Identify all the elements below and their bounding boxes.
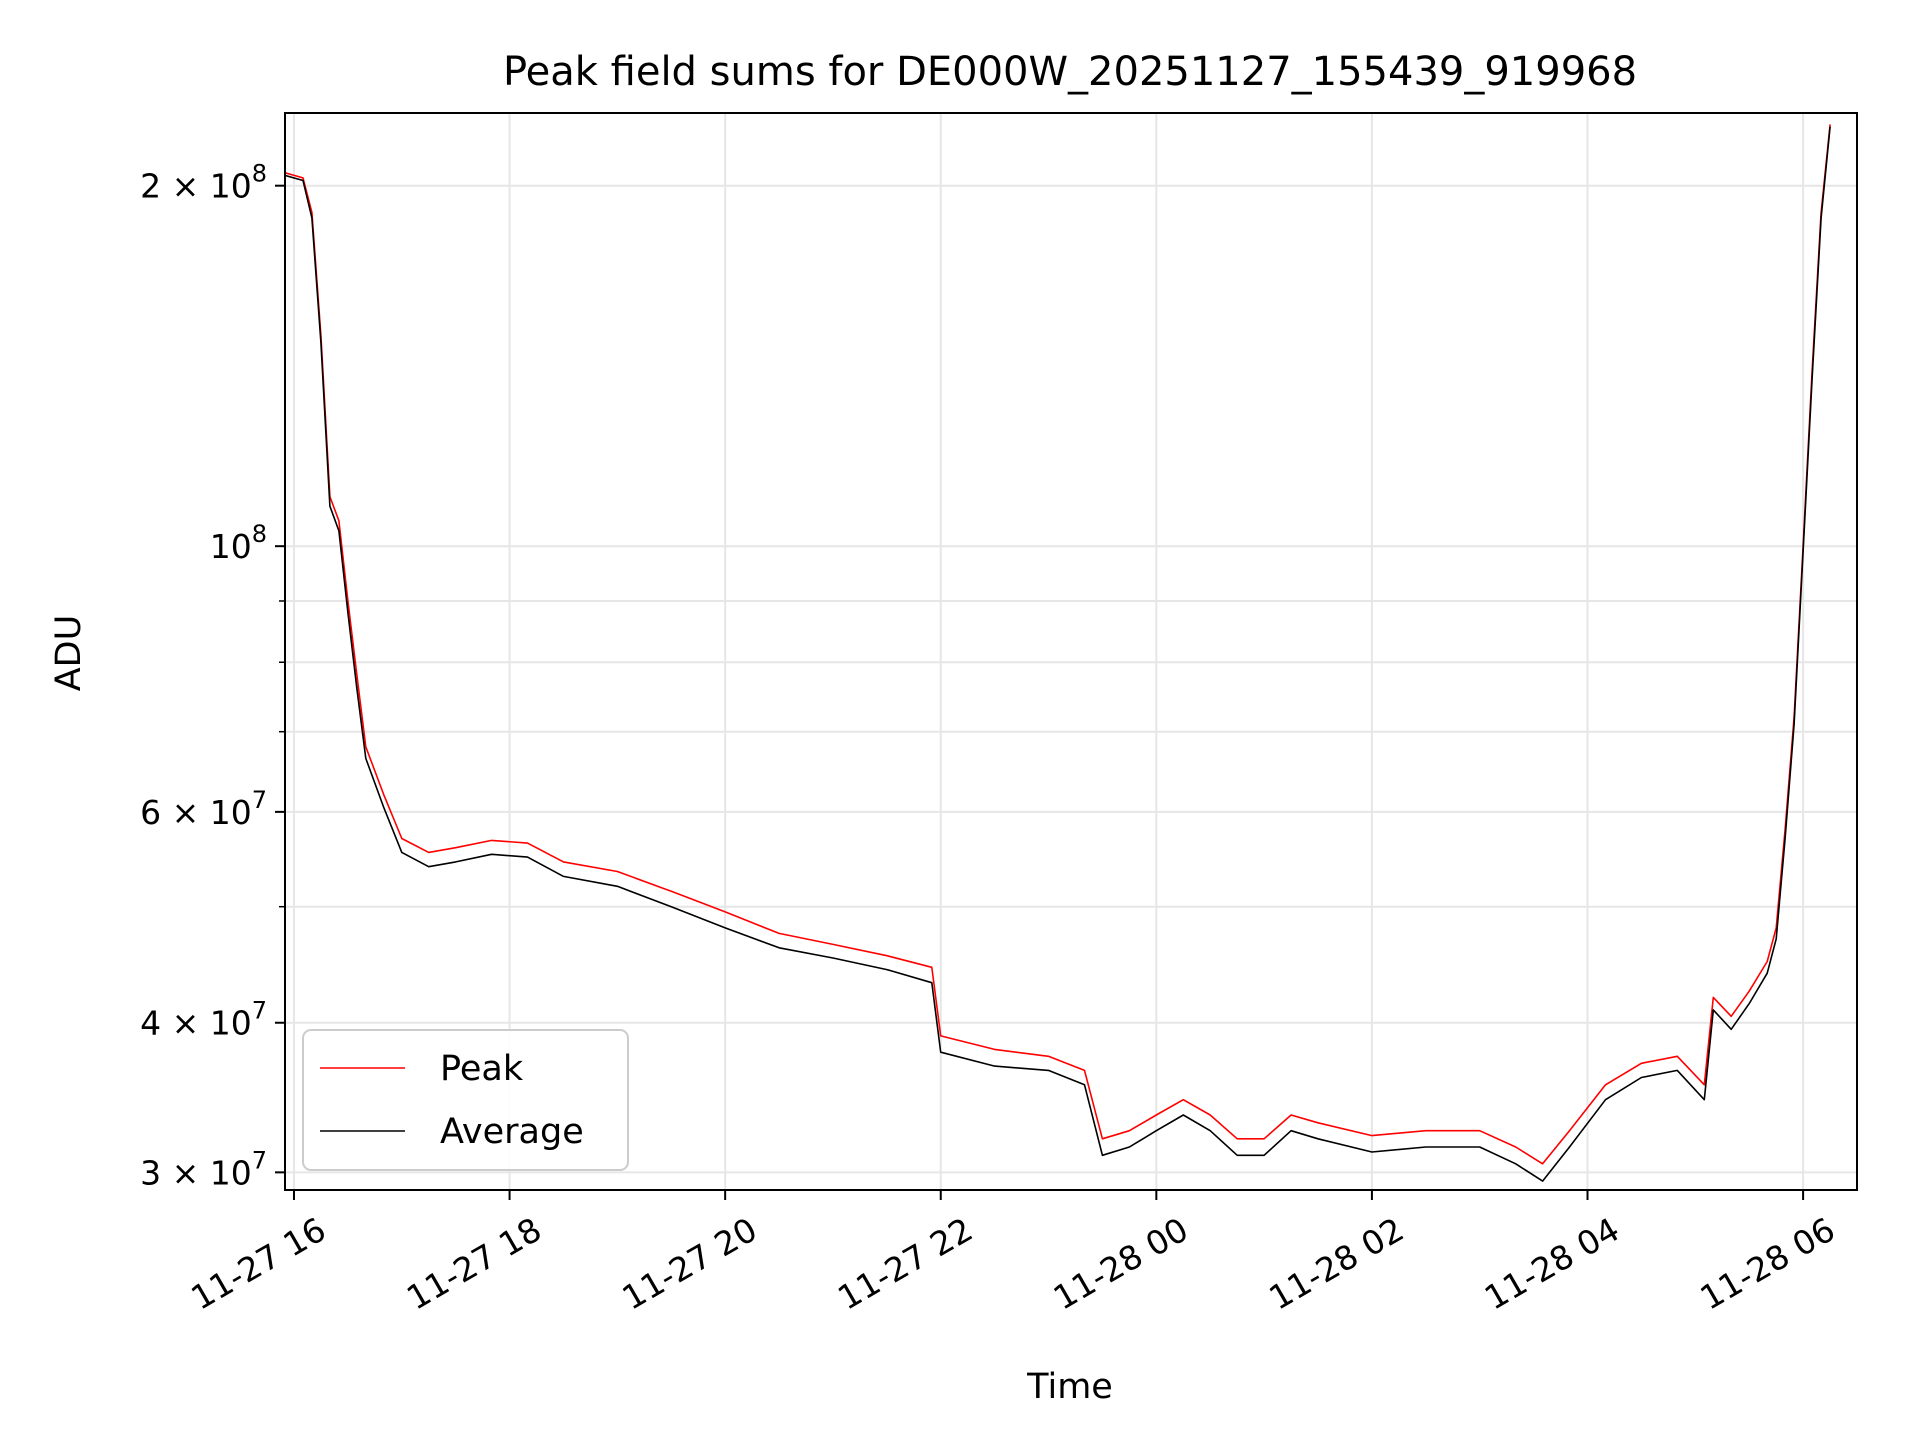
y-tick-label: 3 × 107 bbox=[140, 1146, 267, 1192]
x-axis-label: Time bbox=[1026, 1367, 1113, 1407]
legend-label-average: Average bbox=[440, 1112, 584, 1152]
y-axis-label: ADU bbox=[49, 615, 89, 692]
y-tick-label: 108 bbox=[210, 520, 267, 566]
y-axis: 3 × 107 4 × 107 6 × 107 108 2 × 108 bbox=[140, 160, 285, 1192]
legend-label-peak: Peak bbox=[440, 1049, 524, 1089]
series-layer bbox=[285, 124, 1831, 1182]
y-tick-label: 6 × 107 bbox=[140, 786, 267, 832]
plot-frame bbox=[284, 112, 1858, 1191]
legend-box bbox=[302, 1029, 629, 1171]
legend: Peak Average bbox=[302, 1029, 629, 1171]
chart-title: Peak field sums for DE000W_20251127_1554… bbox=[503, 49, 1637, 95]
series-line-average bbox=[285, 126, 1831, 1182]
y-tick-label: 4 × 107 bbox=[140, 997, 267, 1043]
series-line-peak bbox=[285, 124, 1831, 1165]
grid bbox=[285, 113, 1857, 1190]
y-tick-label: 2 × 108 bbox=[140, 160, 267, 206]
